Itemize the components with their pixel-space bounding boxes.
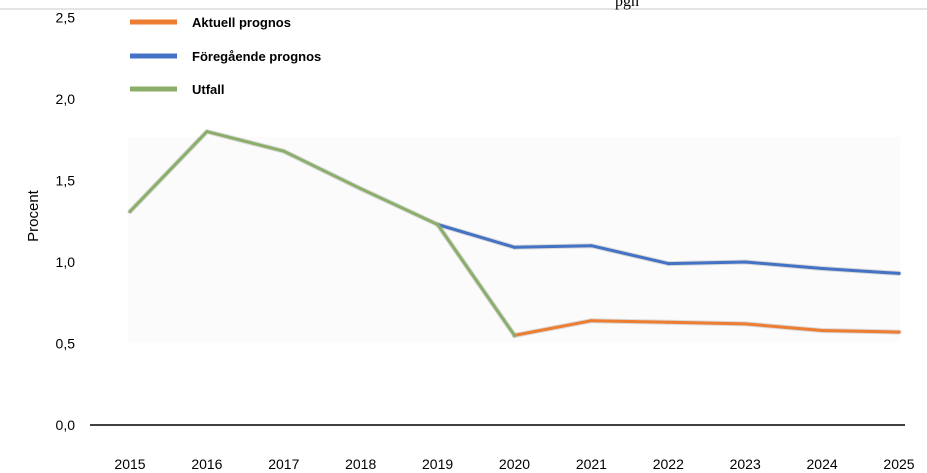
x-tick-label: 2015 xyxy=(114,456,145,472)
y-tick-label: 2,0 xyxy=(56,91,76,107)
legend-label: Aktuell prognos xyxy=(192,15,291,30)
chart-title: pgn xyxy=(615,0,639,10)
data-point xyxy=(744,322,747,325)
data-point xyxy=(667,262,670,265)
x-tick-label: 2023 xyxy=(730,456,761,472)
data-point xyxy=(205,130,208,133)
plot-panel xyxy=(128,137,900,342)
data-point xyxy=(590,244,593,247)
data-point xyxy=(129,210,132,213)
legend-label: Föregående prognos xyxy=(192,49,321,64)
data-point xyxy=(513,334,516,337)
x-tick-label: 2021 xyxy=(576,456,607,472)
x-tick-label: 2018 xyxy=(345,456,376,472)
y-tick-label: 2,5 xyxy=(56,10,76,26)
y-axis-title: Procent xyxy=(25,189,42,242)
data-point xyxy=(590,319,593,322)
data-point xyxy=(898,331,901,334)
x-tick-label: 2020 xyxy=(499,456,530,472)
data-point xyxy=(898,272,901,275)
x-tick-label: 2017 xyxy=(268,456,299,472)
data-point xyxy=(821,329,824,332)
y-tick-label: 0,5 xyxy=(56,336,76,352)
y-tick-label: 0,0 xyxy=(56,417,76,433)
x-tick-label: 2024 xyxy=(807,456,838,472)
x-tick-label: 2019 xyxy=(422,456,453,472)
x-tick-label: 2016 xyxy=(191,456,222,472)
data-point xyxy=(744,261,747,264)
data-point xyxy=(667,321,670,324)
data-point xyxy=(359,187,362,190)
data-point xyxy=(821,267,824,270)
legend-label: Utfall xyxy=(192,82,225,97)
y-tick-label: 1,0 xyxy=(56,254,76,270)
x-tick-label: 2025 xyxy=(883,456,914,472)
data-point xyxy=(436,223,439,226)
y-tick-label: 1,5 xyxy=(56,173,76,189)
data-point xyxy=(513,246,516,249)
data-point xyxy=(282,150,285,153)
x-tick-label: 2022 xyxy=(653,456,684,472)
